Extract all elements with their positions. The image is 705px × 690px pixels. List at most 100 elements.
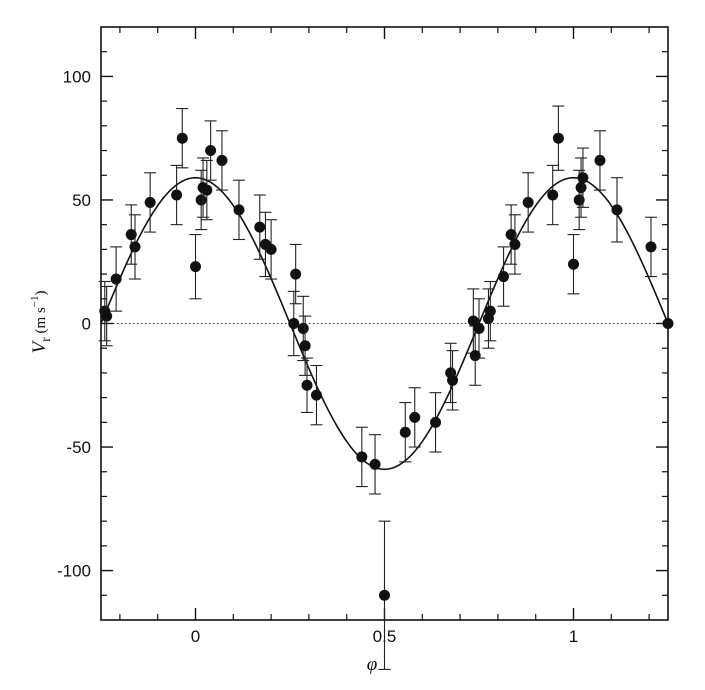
data-point bbox=[110, 246, 123, 312]
data-point bbox=[297, 295, 310, 362]
data-point bbox=[176, 107, 189, 169]
y-tick-label: -100 bbox=[57, 562, 91, 581]
y-tick-label: 0 bbox=[82, 315, 91, 334]
data-marker bbox=[144, 196, 156, 208]
data-point bbox=[662, 318, 674, 329]
data-marker bbox=[575, 182, 587, 194]
data-marker bbox=[310, 389, 322, 401]
axis-ticks bbox=[101, 27, 668, 620]
data-marker bbox=[430, 416, 442, 428]
data-marker bbox=[299, 340, 311, 352]
data-marker bbox=[409, 411, 421, 423]
data-marker bbox=[265, 243, 277, 255]
x-tick-label: 1 bbox=[569, 627, 578, 646]
data-marker bbox=[645, 241, 657, 253]
data-point bbox=[287, 290, 300, 357]
data-marker bbox=[171, 189, 183, 201]
data-marker bbox=[467, 315, 479, 327]
data-point bbox=[546, 164, 559, 226]
data-marker bbox=[568, 258, 579, 270]
x-axis-label: φ bbox=[367, 654, 378, 675]
data-point bbox=[576, 147, 589, 208]
data-marker bbox=[522, 196, 534, 208]
y-axis-subscript: r bbox=[39, 337, 54, 342]
data-point bbox=[429, 392, 442, 453]
data-point bbox=[299, 315, 312, 376]
data-marker bbox=[594, 154, 606, 166]
data-point bbox=[522, 172, 535, 233]
data-marker bbox=[290, 268, 302, 280]
data-point bbox=[552, 105, 565, 171]
data-point bbox=[129, 214, 142, 280]
data-marker bbox=[288, 318, 300, 329]
y-tick-label: -50 bbox=[66, 438, 91, 457]
data-point bbox=[644, 216, 657, 278]
data-marker bbox=[297, 322, 309, 334]
data-marker bbox=[233, 204, 245, 216]
data-marker bbox=[190, 261, 201, 273]
data-marker bbox=[125, 229, 137, 241]
data-marker bbox=[369, 458, 381, 470]
data-point bbox=[378, 520, 391, 670]
data-marker bbox=[110, 273, 122, 285]
data-marker bbox=[205, 145, 217, 157]
y-axis-symbol: V bbox=[29, 340, 50, 354]
data-marker bbox=[552, 132, 564, 144]
data-marker bbox=[216, 154, 228, 166]
data-marker bbox=[611, 204, 623, 216]
sinusoidal-fit-curve bbox=[100, 176, 669, 471]
data-point bbox=[408, 387, 421, 448]
data-marker bbox=[577, 172, 589, 184]
data-marker bbox=[505, 229, 517, 241]
data-point bbox=[610, 177, 623, 243]
data-marker bbox=[201, 184, 213, 196]
data-point bbox=[170, 164, 183, 226]
data-marker bbox=[356, 451, 368, 463]
data-marker bbox=[484, 305, 496, 317]
data-marker bbox=[662, 318, 674, 329]
data-point bbox=[369, 434, 382, 495]
x-tick-label: 0 bbox=[191, 627, 200, 646]
data-point bbox=[593, 130, 606, 191]
data-point bbox=[301, 357, 314, 414]
y-tick-label: 50 bbox=[72, 191, 91, 210]
data-point bbox=[355, 426, 368, 488]
data-point bbox=[200, 159, 213, 221]
data-point bbox=[444, 342, 457, 404]
y-axis-unit-exponent: −1 bbox=[29, 296, 41, 308]
y-axis-unit-close: ) bbox=[33, 291, 49, 296]
data-marker bbox=[101, 310, 113, 322]
data-point bbox=[508, 214, 521, 275]
data-marker bbox=[509, 238, 521, 250]
data-marker bbox=[547, 189, 559, 201]
data-marker bbox=[473, 322, 485, 334]
data-point bbox=[399, 402, 412, 463]
data-marker bbox=[399, 426, 411, 438]
data-marker bbox=[573, 194, 585, 206]
data-marker bbox=[254, 221, 266, 233]
data-point bbox=[484, 280, 497, 342]
data-point bbox=[497, 246, 510, 307]
data-point bbox=[100, 285, 113, 347]
data-marker bbox=[379, 589, 390, 601]
data-point bbox=[204, 120, 217, 181]
data-point bbox=[473, 298, 485, 359]
data-point bbox=[575, 157, 588, 218]
data-marker bbox=[498, 271, 510, 283]
data-marker bbox=[301, 379, 313, 391]
data-marker bbox=[129, 241, 141, 253]
data-point bbox=[189, 234, 202, 300]
data-point bbox=[215, 130, 228, 191]
data-point bbox=[482, 288, 495, 349]
data-point bbox=[289, 243, 302, 305]
data-point bbox=[232, 179, 245, 241]
data-points bbox=[98, 105, 674, 670]
data-point bbox=[310, 364, 323, 426]
data-point bbox=[567, 234, 580, 295]
y-axis-label: Vr (m s−1) bbox=[29, 291, 54, 354]
data-marker bbox=[195, 194, 207, 206]
data-marker bbox=[176, 132, 188, 144]
data-point bbox=[446, 350, 459, 411]
